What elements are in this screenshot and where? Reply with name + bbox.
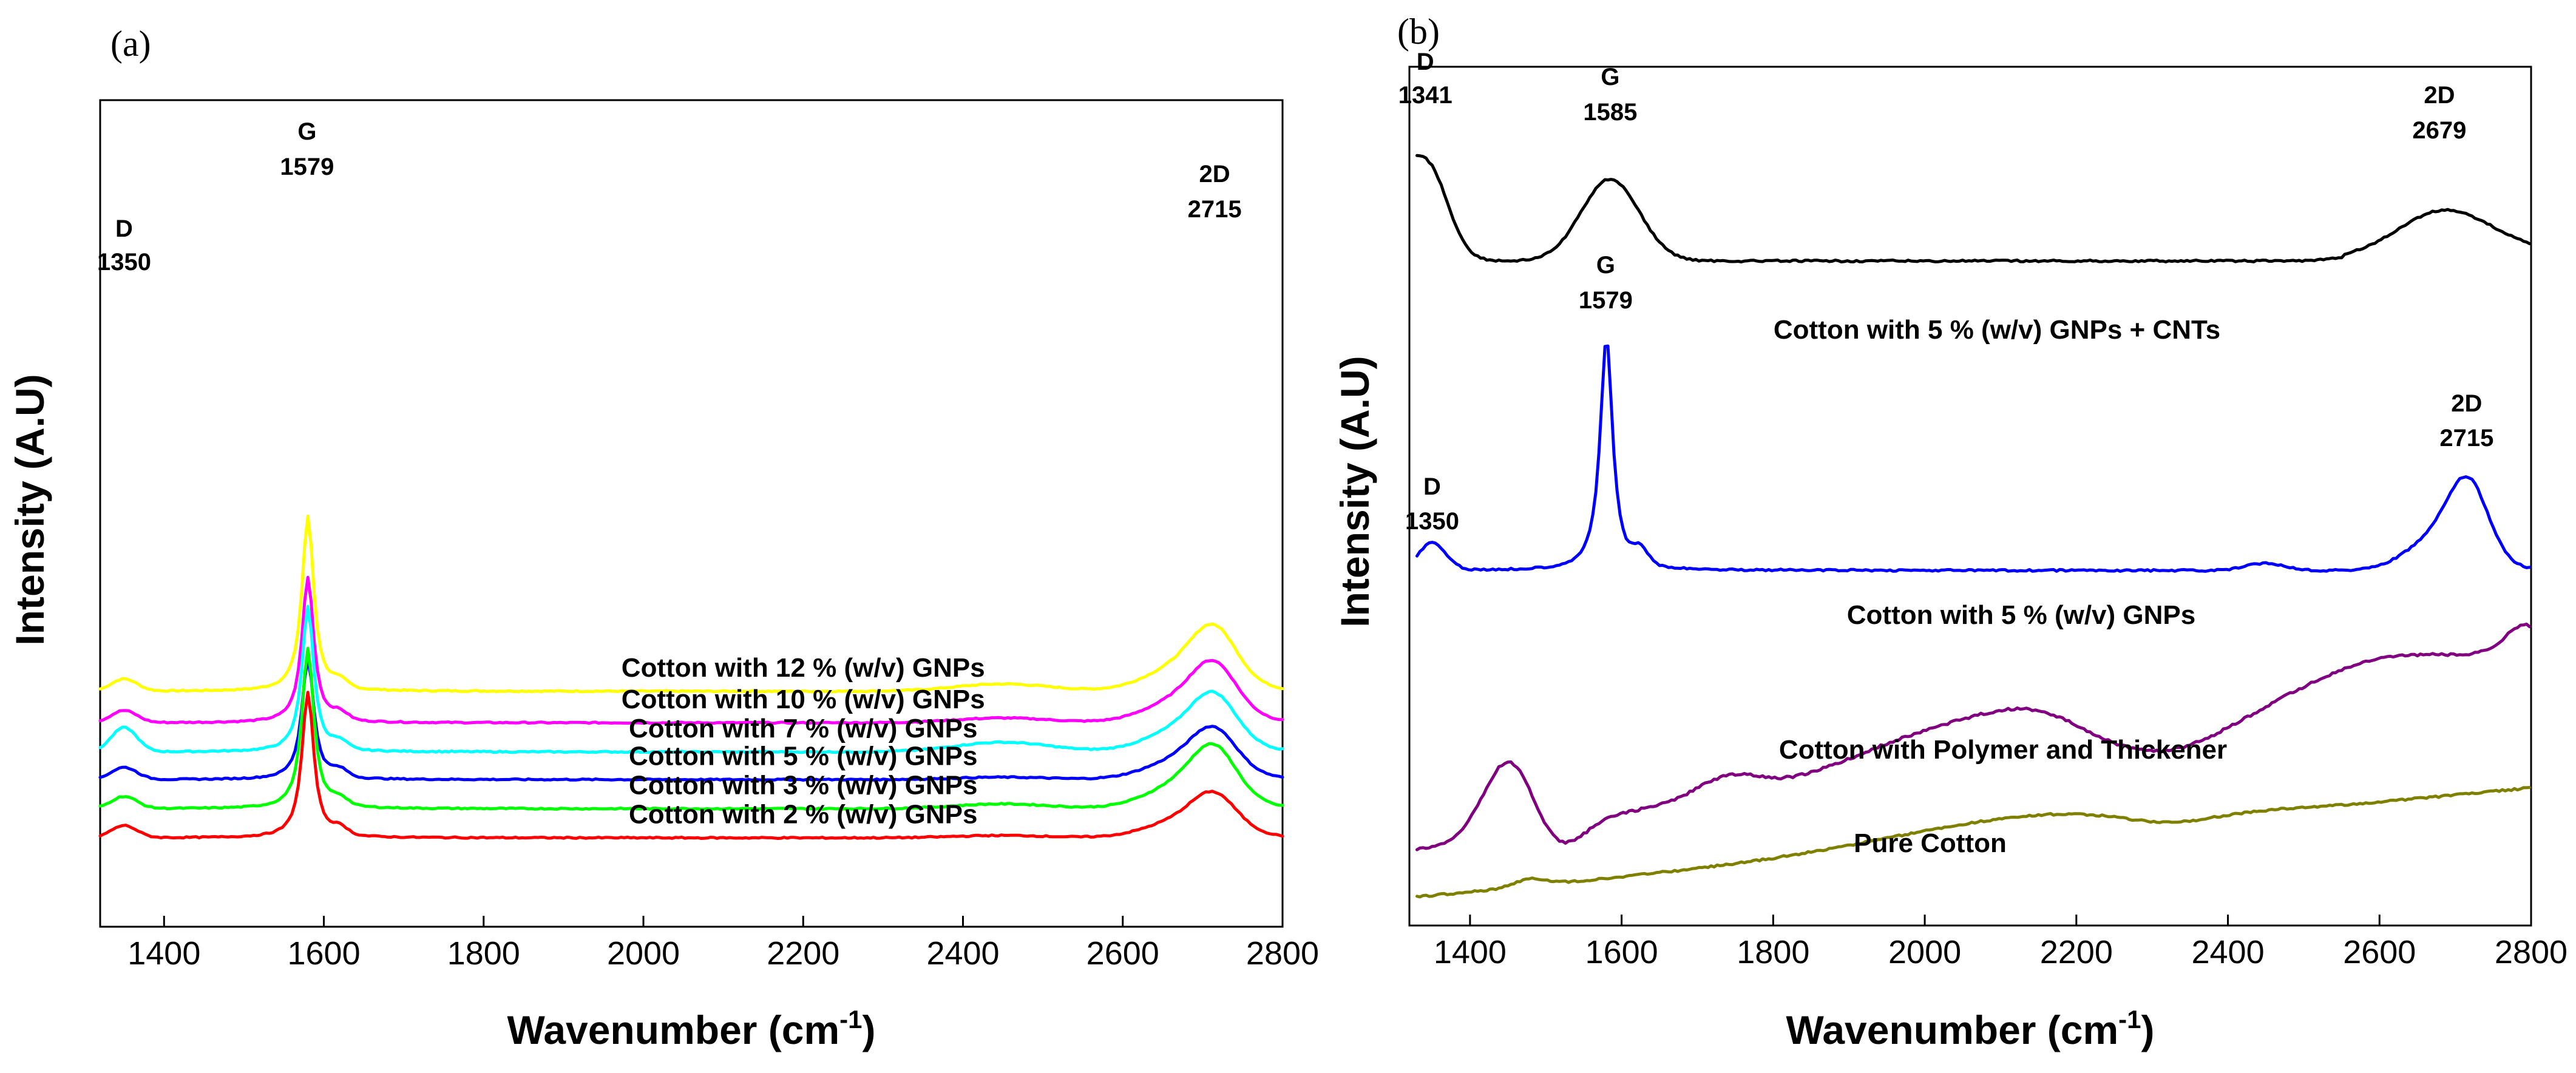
panel-b-series-label-gnps: Cotton with 5 % (w/v) GNPs <box>1847 600 2195 630</box>
panel-a-label: (a) <box>110 24 151 64</box>
panel-b-top-peak-g-letter: G <box>1601 64 1619 90</box>
panel-b-x-axis-title-tail: ) <box>2141 1007 2155 1052</box>
panel-a-x-tick-label-1: 1600 <box>287 935 360 972</box>
panel-b-plot-frame <box>1408 66 2532 927</box>
panel-a-plot-frame <box>99 99 1284 928</box>
panel-b-mid-peak-d-letter: D <box>1423 473 1441 500</box>
panel-a-spectrum-line-0 <box>98 514 1284 694</box>
panel-b-series-label-polymer: Cotton with Polymer and Thickener <box>1779 735 2227 765</box>
panel-b-x-tick-label-0: 1400 <box>1434 934 1507 970</box>
panel-b-spectrum-line-2 <box>1415 622 2531 851</box>
panel-b-mid-peak-2d-letter: 2D <box>2451 390 2482 417</box>
panel-a-series-label-5: Cotton with 2 % (w/v) GNPs <box>629 800 977 830</box>
panel-b-mid-peak-g-value: 1579 <box>1579 287 1633 314</box>
panel-b-x-tick-label-6: 2600 <box>2343 934 2416 970</box>
panel-a-peak-2d-letter: 2D <box>1199 161 1230 188</box>
panel-b-top-peak-g-value: 1585 <box>1583 99 1637 126</box>
panel-b-x-tick-label-1: 1600 <box>1585 934 1658 970</box>
panel-b-top-peak-d-value: 1341 <box>1398 82 1452 109</box>
panel-a-series-label-4: Cotton with 3 % (w/v) GNPs <box>629 771 977 801</box>
panel-a-x-tick-label-3: 2000 <box>607 935 680 972</box>
panel-a-x-tick-label-7: 2800 <box>1246 935 1319 972</box>
panel-b-x-tick-label-2: 1800 <box>1737 934 1809 970</box>
panel-a-peak-g-letter: G <box>297 118 316 145</box>
panel-a-x-axis-title-sup: -1 <box>839 1005 862 1034</box>
panel-a-spectrum-line-4 <box>98 646 1284 811</box>
panel-b-series-label-pure-cotton: Pure Cotton <box>1854 828 2007 858</box>
panel-b-mid-peak-d-value: 1350 <box>1405 508 1459 535</box>
panel-b-top-peak-2d-value: 2679 <box>2412 117 2466 144</box>
panel-b-x-ticks: 1400 1600 1800 2000 2200 2400 2600 2800 <box>1434 915 2568 970</box>
panel-b-x-tick-label-7: 2800 <box>2495 934 2568 970</box>
panel-b-spectrum-line-3 <box>1415 786 2531 899</box>
panel-a-spectrum-line-5 <box>98 691 1284 840</box>
panel-b-top-peak-d-letter: D <box>1417 49 1434 75</box>
panel-a-peak-2d-value: 2715 <box>1188 196 1242 223</box>
panel-b-x-axis-title: Wavenumber (cm-1) <box>1786 1005 2154 1052</box>
panel-a-peak-d-letter: D <box>115 215 133 242</box>
panel-b-mid-peak-2d-value: 2715 <box>2439 425 2493 452</box>
panel-a-x-tick-label-0: 1400 <box>127 935 200 972</box>
panel-a-x-tick-label-2: 1800 <box>447 935 520 972</box>
panel-a-x-tick-label-6: 2600 <box>1086 935 1159 972</box>
panel-b-label: (b) <box>1397 12 1440 52</box>
panel-a-x-tick-label-5: 2400 <box>926 935 999 972</box>
panel-a-spectrum-line-2 <box>98 604 1284 754</box>
panel-a-peak-d-value: 1350 <box>97 249 151 276</box>
panel-a-peak-g-value: 1579 <box>280 154 334 180</box>
panel-b-x-axis-title-main: Wavenumber (cm <box>1786 1007 2118 1052</box>
panel-a-spectrum-line-1 <box>98 575 1284 725</box>
panel-b-x-tick-label-3: 2000 <box>1888 934 1961 970</box>
panel-b: (b) 1400 1600 1800 2000 2200 2400 2600 2800 Cot… <box>1332 12 2568 1052</box>
panel-a-series-label-2: Cotton with 7 % (w/v) GNPs <box>629 714 977 743</box>
panel-b-mid-peak-g-letter: G <box>1596 252 1615 279</box>
panel-b-spectrum-line-0 <box>1415 154 2531 263</box>
panel-a-x-tick-label-4: 2200 <box>767 935 839 972</box>
panel-b-spectrum-line-1 <box>1415 344 2531 573</box>
panel-a-x-axis-title-main: Wavenumber (cm <box>507 1007 839 1052</box>
panel-b-top-peak-2d-letter: 2D <box>2424 82 2455 109</box>
panel-b-series-label-gnps-cnts: Cotton with 5 % (w/v) GNPs + CNTs <box>1774 315 2220 345</box>
panel-a-x-ticks: 1400 1600 1800 2000 2200 2400 2600 2800 <box>127 916 1319 972</box>
panel-b-spectra <box>1415 154 2531 899</box>
panel-a-spectra <box>98 514 1284 840</box>
panel-a-series-label-1: Cotton with 10 % (w/v) GNPs <box>622 685 985 714</box>
panel-b-x-tick-label-4: 2200 <box>2040 934 2113 970</box>
panel-a-series-label-0: Cotton with 12 % (w/v) GNPs <box>622 653 985 683</box>
panel-a-y-axis-title: Intensity (A.U) <box>7 374 52 645</box>
panel-a-x-axis-title: Wavenumber (cm-1) <box>507 1005 875 1052</box>
panel-a-series-label-3: Cotton with 5 % (w/v) GNPs <box>629 742 977 771</box>
panel-b-x-tick-label-5: 2400 <box>2191 934 2264 970</box>
panel-a: (a) 1400 1600 1800 2000 2200 2400 2600 2800 Cot… <box>7 24 1319 1052</box>
panel-b-y-axis-title: Intensity (A.U) <box>1332 356 1377 627</box>
panel-a-x-axis-title-tail: ) <box>863 1007 876 1052</box>
panel-b-x-axis-title-sup: -1 <box>2118 1005 2141 1034</box>
panel-a-spectrum-line-3 <box>98 657 1284 782</box>
